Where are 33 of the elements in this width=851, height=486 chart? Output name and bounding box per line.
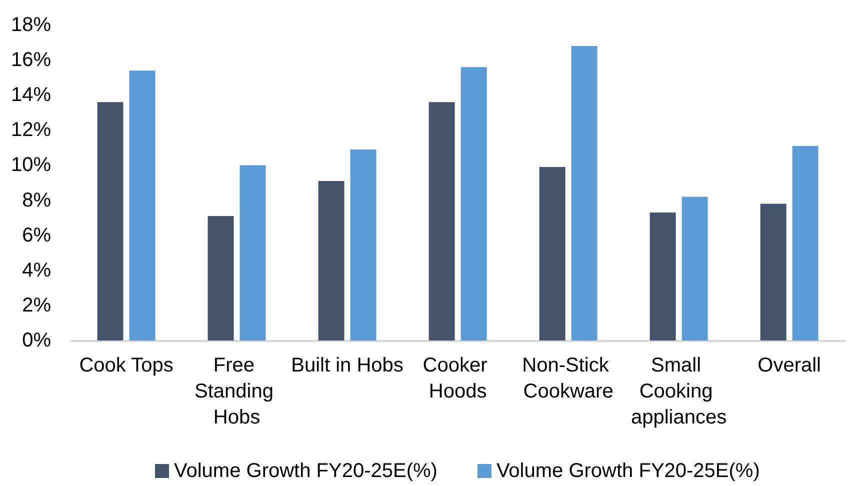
y-tick-label: 8%	[22, 189, 52, 212]
bar	[428, 102, 455, 340]
bar	[539, 166, 566, 340]
y-tick-label: 14%	[10, 84, 52, 106]
bar	[682, 196, 708, 340]
y-tick-label: 18%	[10, 14, 52, 36]
bar	[571, 46, 598, 340]
x-tick-label: Cooker Hoods	[422, 354, 493, 402]
bar	[792, 146, 818, 340]
bar	[460, 67, 487, 340]
bar	[318, 180, 344, 340]
bar	[760, 204, 786, 340]
y-tick-label: 6%	[22, 224, 52, 246]
y-tick-label: 12%	[10, 119, 52, 142]
x-tick-label: Non-Stick Cookware	[522, 354, 614, 402]
bar	[208, 216, 234, 340]
bar	[350, 149, 376, 340]
bar	[650, 212, 676, 340]
x-tick-label: Cook Tops	[79, 354, 174, 376]
y-tick-label: 16%	[10, 49, 52, 72]
x-tick-label: Built in Hobs	[291, 354, 404, 376]
bar	[240, 165, 266, 340]
x-tick-label: Overall	[758, 354, 821, 376]
legend-label: Volume Growth FY20-25E(%)	[174, 460, 438, 482]
y-tick-label: 4%	[22, 259, 52, 282]
y-tick-label: 10%	[10, 154, 52, 176]
bar	[129, 70, 156, 340]
bar	[97, 102, 124, 340]
y-tick-label: 0%	[22, 330, 52, 352]
x-tick-label: Free Standing Hobs	[194, 354, 280, 428]
legend-label: Volume Growth FY20-25E(%)	[496, 460, 760, 482]
y-tick-label: 2%	[22, 294, 52, 316]
x-tick-label: Small Cooking appliances	[630, 354, 727, 428]
